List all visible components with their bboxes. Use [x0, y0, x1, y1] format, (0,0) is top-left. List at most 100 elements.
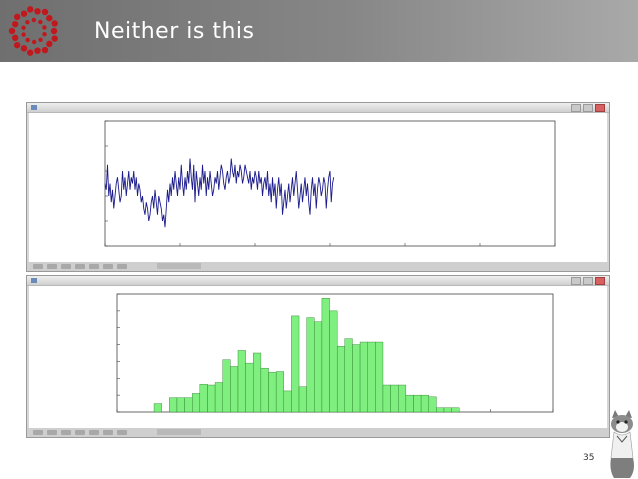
histogram-bar [398, 384, 407, 413]
logo-dot [25, 37, 30, 43]
configure-tool-icon[interactable] [103, 430, 113, 435]
logo-dot [13, 41, 21, 49]
slide-title: Neither is this [94, 19, 255, 44]
configure-tool-icon[interactable] [103, 264, 113, 269]
histogram-bar [359, 341, 368, 413]
logo-dot [12, 20, 19, 28]
histogram-bar [420, 394, 429, 413]
logo-dot [26, 6, 34, 13]
close-icon[interactable] [595, 104, 605, 112]
maximize-icon[interactable] [583, 104, 593, 112]
logo-dot [42, 25, 47, 30]
logo-dot [34, 47, 41, 54]
histogram-bar [184, 397, 193, 413]
pan-tool-icon[interactable] [75, 264, 85, 269]
histogram-bar [199, 383, 208, 413]
pan-tool-icon[interactable] [75, 430, 85, 435]
histogram-bar [382, 384, 391, 413]
line-series [104, 158, 335, 228]
logo-dot [38, 37, 43, 43]
window-titlebar[interactable] [27, 103, 609, 113]
logo-dot [34, 8, 41, 15]
back-tool-icon[interactable] [47, 264, 57, 269]
histogram-bar [413, 394, 422, 413]
histogram-bar [253, 352, 262, 413]
histogram-bar [367, 341, 376, 413]
logo-dot [51, 20, 58, 27]
logo-dot [13, 13, 21, 21]
histogram-bar [245, 362, 254, 413]
histogram-bar [153, 403, 162, 413]
logo-dot [12, 34, 19, 42]
histogram-bar [443, 407, 452, 413]
window-icon [31, 278, 37, 283]
histogram-bar [375, 341, 384, 413]
histogram-bar [321, 298, 330, 413]
histogram-bar [222, 359, 231, 413]
figure-window-line-plot [26, 102, 610, 272]
home-tool-icon[interactable] [33, 430, 43, 435]
zoom-tool-icon[interactable] [89, 264, 99, 269]
histogram-bar [169, 397, 178, 413]
minimize-icon[interactable] [571, 277, 581, 285]
histogram-bar [176, 397, 185, 413]
histogram-bar [291, 315, 300, 413]
maximize-icon[interactable] [583, 277, 593, 285]
close-icon[interactable] [595, 277, 605, 285]
logo-emblem [8, 6, 58, 56]
window-icon [31, 105, 37, 110]
histogram-bar [344, 338, 353, 413]
logo-dot [20, 10, 28, 17]
histogram-bar [352, 344, 361, 413]
logo-dot [20, 45, 28, 52]
histogram-bar [314, 321, 323, 413]
logo-dot [41, 8, 49, 16]
logo-dot [26, 49, 34, 56]
figure-toolbar [27, 262, 609, 271]
histogram-bar [329, 310, 338, 413]
zoom-tool-icon[interactable] [89, 430, 99, 435]
logo-dot [46, 14, 53, 22]
histogram-bar [298, 386, 307, 413]
forward-tool-icon[interactable] [61, 264, 71, 269]
histogram-bar [268, 372, 277, 413]
coordinate-readout [157, 429, 201, 435]
histogram-bar [428, 396, 437, 413]
plot-area [29, 286, 607, 428]
minimize-icon[interactable] [571, 104, 581, 112]
histogram-bar [306, 317, 315, 413]
logo-dot [21, 32, 26, 37]
logo-dot [21, 25, 26, 30]
home-tool-icon[interactable] [33, 264, 43, 269]
slide-header: Neither is this [0, 0, 638, 62]
histogram-bar [214, 382, 223, 413]
logo-dot [25, 19, 30, 25]
histogram-bar [436, 407, 445, 413]
window-titlebar[interactable] [27, 276, 609, 286]
figure-window-histogram [26, 275, 610, 438]
forward-tool-icon[interactable] [61, 430, 71, 435]
histogram-bar [207, 384, 216, 413]
logo-dot [8, 27, 16, 35]
line-chart [104, 120, 556, 247]
histogram-bar [230, 366, 239, 413]
mascot-cat-illustration [610, 410, 634, 478]
back-tool-icon[interactable] [47, 430, 57, 435]
figure-toolbar [27, 428, 609, 437]
logo-dot [41, 46, 49, 54]
logo-dot [31, 39, 37, 45]
logo-dot [46, 40, 53, 48]
save-tool-icon[interactable] [117, 264, 127, 269]
histogram-bar [260, 367, 269, 413]
histogram-bar [275, 371, 284, 413]
logo-dot [50, 27, 58, 35]
save-tool-icon[interactable] [117, 430, 127, 435]
histogram-bar [283, 390, 292, 413]
coordinate-readout [157, 263, 201, 269]
histogram-chart [116, 293, 554, 413]
logo-dot [38, 19, 43, 25]
histogram-bar [192, 393, 201, 413]
histogram-bar [451, 407, 460, 413]
histogram-bar [405, 394, 414, 413]
page-number: 35 [583, 453, 595, 463]
